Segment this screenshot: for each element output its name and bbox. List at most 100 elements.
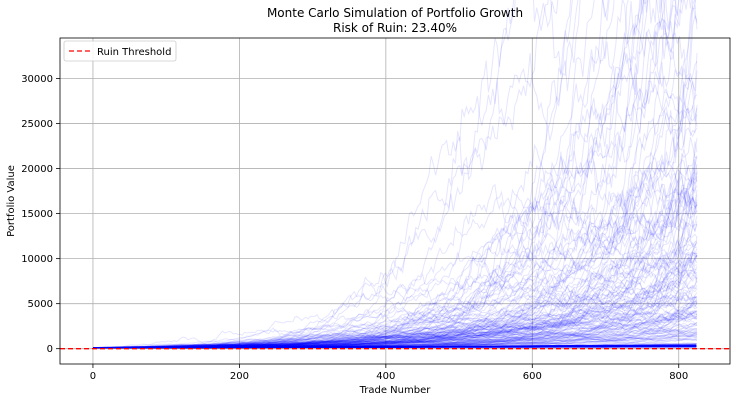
simulation-path (92, 62, 698, 349)
simulation-path (93, 0, 696, 349)
simulation-path (93, 269, 698, 349)
simulation-path (93, 65, 698, 349)
simulation-path (93, 61, 698, 349)
simulation-path (93, 156, 698, 349)
simulation-path (93, 159, 698, 349)
simulation-path (93, 345, 697, 349)
simulation-path (92, 155, 698, 349)
simulation-path (92, 336, 698, 349)
simulation-path (93, 300, 698, 349)
simulation-path (92, 0, 643, 349)
simulation-path (92, 94, 698, 349)
simulation-path (93, 189, 698, 349)
simulation-path (93, 264, 698, 349)
simulation-path (92, 68, 698, 349)
simulation-path (93, 345, 697, 349)
simulation-path (93, 334, 697, 349)
simulation-path (92, 0, 573, 349)
simulation-path (93, 345, 697, 349)
simulation-path (93, 302, 698, 349)
y-tick-label: 0 (47, 344, 53, 355)
simulation-path (93, 346, 697, 349)
simulation-path (93, 345, 697, 349)
simulation-path (93, 345, 697, 349)
simulation-path (93, 338, 698, 349)
simulation-path (93, 332, 698, 349)
simulation-path (93, 325, 698, 349)
simulation-paths (92, 0, 698, 349)
simulation-path (93, 310, 698, 349)
simulation-path (93, 215, 698, 349)
simulation-path (93, 346, 697, 349)
simulation-path (93, 0, 559, 349)
simulation-path (93, 310, 698, 349)
y-tick-label: 20000 (21, 164, 53, 175)
simulation-path (93, 345, 697, 349)
simulation-path (93, 345, 697, 349)
simulation-path (93, 346, 697, 349)
simulation-path (92, 254, 698, 349)
simulation-path (93, 224, 698, 349)
simulation-path (93, 323, 698, 349)
simulation-path (92, 197, 698, 349)
simulation-path (93, 345, 697, 349)
simulation-path (93, 189, 698, 349)
simulation-path (93, 345, 697, 349)
simulation-path (93, 257, 698, 349)
simulation-path (93, 191, 698, 349)
simulation-path (93, 331, 698, 349)
x-tick-label: 600 (523, 371, 542, 382)
simulation-path (93, 236, 698, 349)
simulation-path (93, 312, 698, 349)
simulation-path (93, 0, 682, 349)
simulation-path (93, 345, 697, 349)
simulation-path (93, 345, 697, 349)
simulation-path (92, 252, 698, 349)
simulation-path (93, 345, 697, 349)
simulation-path (93, 242, 698, 349)
simulation-path (93, 345, 697, 349)
simulation-path (93, 195, 698, 349)
simulation-path (92, 330, 698, 349)
simulation-path (93, 151, 698, 349)
grid (60, 38, 730, 364)
simulation-path (93, 345, 697, 349)
simulation-path (93, 344, 697, 349)
simulation-path (92, 0, 610, 349)
simulation-path (93, 345, 697, 349)
simulation-path (93, 141, 698, 349)
simulation-path (93, 254, 698, 349)
simulation-path (93, 301, 698, 349)
simulation-path (92, 241, 698, 349)
simulation-path (92, 346, 697, 349)
simulation-path (93, 344, 697, 349)
simulation-path (93, 344, 697, 349)
simulation-path (93, 272, 698, 349)
simulation-path (93, 327, 698, 349)
simulation-path (93, 334, 698, 349)
simulation-path (93, 345, 697, 349)
simulation-path (93, 345, 697, 349)
simulation-path (93, 331, 698, 349)
simulation-path (93, 0, 629, 349)
simulation-path (93, 321, 698, 349)
simulation-path (92, 331, 698, 349)
simulation-path (93, 248, 698, 349)
simulation-path (93, 345, 697, 349)
simulation-path (92, 323, 698, 349)
simulation-path (93, 252, 698, 349)
simulation-path (93, 346, 697, 349)
simulation-path (93, 346, 697, 349)
simulation-path (93, 321, 698, 349)
simulation-path (93, 344, 697, 349)
simulation-path (93, 136, 698, 349)
simulation-path (92, 338, 698, 349)
simulation-path (92, 253, 698, 349)
simulation-path (93, 5, 698, 349)
x-tick-label: 200 (230, 371, 249, 382)
simulation-path (92, 306, 698, 349)
simulation-path (92, 346, 697, 349)
simulation-path (92, 0, 648, 349)
simulation-path (93, 137, 698, 349)
